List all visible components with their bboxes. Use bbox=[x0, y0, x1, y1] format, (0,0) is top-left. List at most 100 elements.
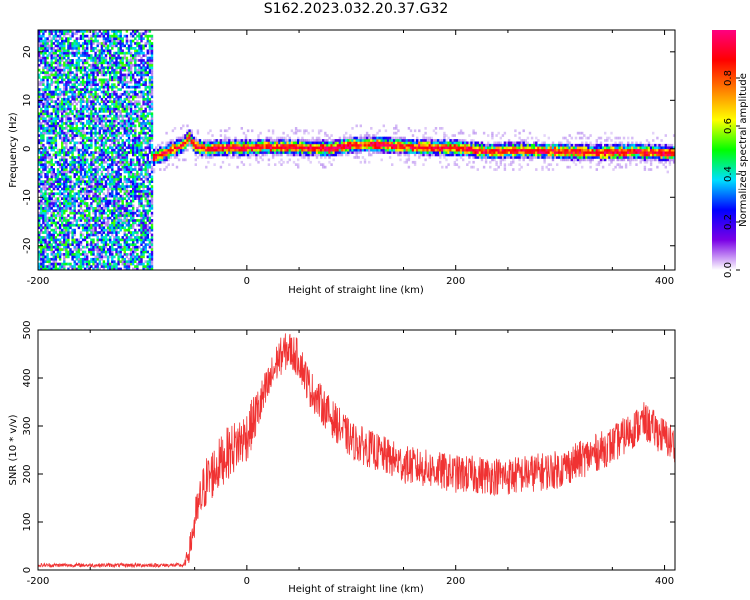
spectrogram-cell bbox=[121, 223, 124, 227]
spectrogram-cell bbox=[129, 61, 133, 65]
spectrogram-cell bbox=[58, 226, 62, 230]
spectrogram-cell bbox=[86, 267, 89, 270]
spectrogram-cell bbox=[142, 214, 145, 217]
spectrogram-cell bbox=[123, 257, 126, 261]
spectrogram-cell bbox=[106, 257, 110, 261]
spectrogram-cell bbox=[140, 34, 143, 38]
spectrogram-cell bbox=[123, 240, 126, 244]
spectrogram-cell bbox=[73, 143, 76, 147]
spectrogram-cell bbox=[40, 141, 43, 145]
spectrogram-cell bbox=[342, 134, 346, 137]
spectrogram-cell bbox=[102, 44, 106, 48]
spectrogram-cell bbox=[44, 231, 47, 234]
spectrogram-cell bbox=[69, 59, 72, 62]
spectrogram-cell bbox=[180, 148, 183, 152]
spectrogram-cell bbox=[86, 66, 89, 70]
spectrogram-cell bbox=[169, 151, 172, 154]
spectrogram-cell bbox=[278, 153, 281, 157]
spectrogram-cell bbox=[106, 148, 110, 152]
spectrogram-cell bbox=[71, 71, 74, 74]
spectrogram-cell bbox=[102, 34, 106, 38]
spectrogram-cell bbox=[226, 151, 229, 154]
spectrogram-cell bbox=[106, 165, 110, 169]
spectrogram-cell bbox=[46, 199, 49, 203]
spectrogram-cell bbox=[290, 139, 294, 142]
spectrogram-cell bbox=[228, 127, 231, 130]
spectrogram-cell bbox=[148, 34, 152, 38]
spectrogram-cell bbox=[119, 112, 122, 116]
spectrogram-cell bbox=[276, 139, 279, 142]
spectrogram-cell bbox=[123, 76, 126, 79]
spectrogram-cell bbox=[263, 146, 266, 150]
spectrogram-cell bbox=[359, 151, 362, 154]
spectrogram-cell bbox=[125, 192, 129, 196]
spectrogram-cell bbox=[71, 163, 74, 166]
spectrogram-cell bbox=[127, 151, 131, 154]
spectrogram-cell bbox=[81, 61, 85, 65]
spectrogram-cell bbox=[357, 143, 360, 147]
spectrogram-cell bbox=[48, 136, 51, 140]
spectrogram-cell bbox=[61, 44, 64, 48]
spectrogram-cell bbox=[125, 267, 129, 270]
spectrogram-cell bbox=[150, 51, 154, 55]
spectrogram-cell bbox=[75, 131, 78, 135]
spectrogram-cell bbox=[255, 158, 258, 162]
spectrogram-cell bbox=[42, 192, 45, 196]
spectrogram-cell bbox=[50, 63, 53, 67]
spectrogram-cell bbox=[81, 190, 85, 193]
spectrogram-cell bbox=[280, 139, 283, 142]
spectrogram-cell bbox=[81, 134, 85, 137]
spectrogram-cell bbox=[121, 260, 124, 263]
spectrogram-cell bbox=[96, 257, 99, 261]
spectrogram-cell bbox=[215, 148, 218, 152]
spectrogram-cell bbox=[44, 39, 47, 43]
spectrogram-cell bbox=[52, 168, 55, 171]
spectrogram-cell bbox=[71, 165, 74, 169]
spectrogram-cell bbox=[92, 216, 95, 220]
spectrogram-cell bbox=[134, 119, 137, 123]
spectrogram-cell bbox=[276, 136, 279, 140]
spectrogram-cell bbox=[77, 47, 81, 50]
spectrogram-cell bbox=[278, 160, 281, 164]
spectrogram-cell bbox=[38, 202, 41, 205]
spectrogram-cell bbox=[144, 80, 147, 84]
spectrogram-cell bbox=[109, 255, 112, 259]
spectrogram-cell bbox=[115, 253, 118, 256]
spectrogram-cell bbox=[81, 42, 85, 45]
spectrogram-cell bbox=[278, 143, 281, 147]
spectrogram-cell bbox=[94, 192, 97, 196]
spectrogram-cell bbox=[175, 165, 179, 169]
spectrogram-cell bbox=[69, 95, 72, 99]
spectrogram-cell bbox=[148, 68, 152, 72]
spectrogram-cell bbox=[54, 107, 58, 111]
spectrogram-cell bbox=[38, 68, 41, 72]
spectrogram-cell bbox=[46, 54, 49, 57]
spectrogram-cell bbox=[140, 223, 143, 227]
spectrogram-cell bbox=[46, 42, 49, 45]
spectrogram-cell bbox=[71, 134, 74, 137]
spectrogram-cell bbox=[123, 187, 126, 191]
spectrogram-cell bbox=[67, 49, 70, 53]
spectrogram-cell bbox=[94, 255, 97, 259]
spectrogram-cell bbox=[138, 168, 141, 171]
spectrogram-cell bbox=[81, 202, 85, 205]
spectrogram-cell bbox=[205, 165, 208, 169]
spectrogram-cell bbox=[48, 267, 51, 270]
spectrogram-cell bbox=[69, 170, 72, 174]
spectrogram-cell bbox=[96, 223, 99, 227]
spectrogram-cell bbox=[213, 163, 216, 166]
spectrogram-cell bbox=[217, 151, 220, 154]
spectrogram-cell bbox=[40, 42, 43, 45]
spectrogram-cell bbox=[52, 146, 55, 150]
spectrogram-cell bbox=[73, 107, 76, 111]
spectrogram-cell bbox=[92, 34, 95, 38]
spectrogram-cell bbox=[81, 97, 85, 101]
spectrogram-cell bbox=[88, 127, 91, 130]
spectrogram-cell bbox=[65, 238, 68, 242]
spectrogram-cell bbox=[330, 134, 333, 137]
spectrogram-cell bbox=[61, 223, 64, 227]
spectrogram-cell bbox=[324, 146, 327, 150]
spectrogram-cell bbox=[292, 139, 296, 142]
spectrogram-cell bbox=[113, 262, 116, 266]
spectrogram-cell bbox=[100, 185, 104, 188]
